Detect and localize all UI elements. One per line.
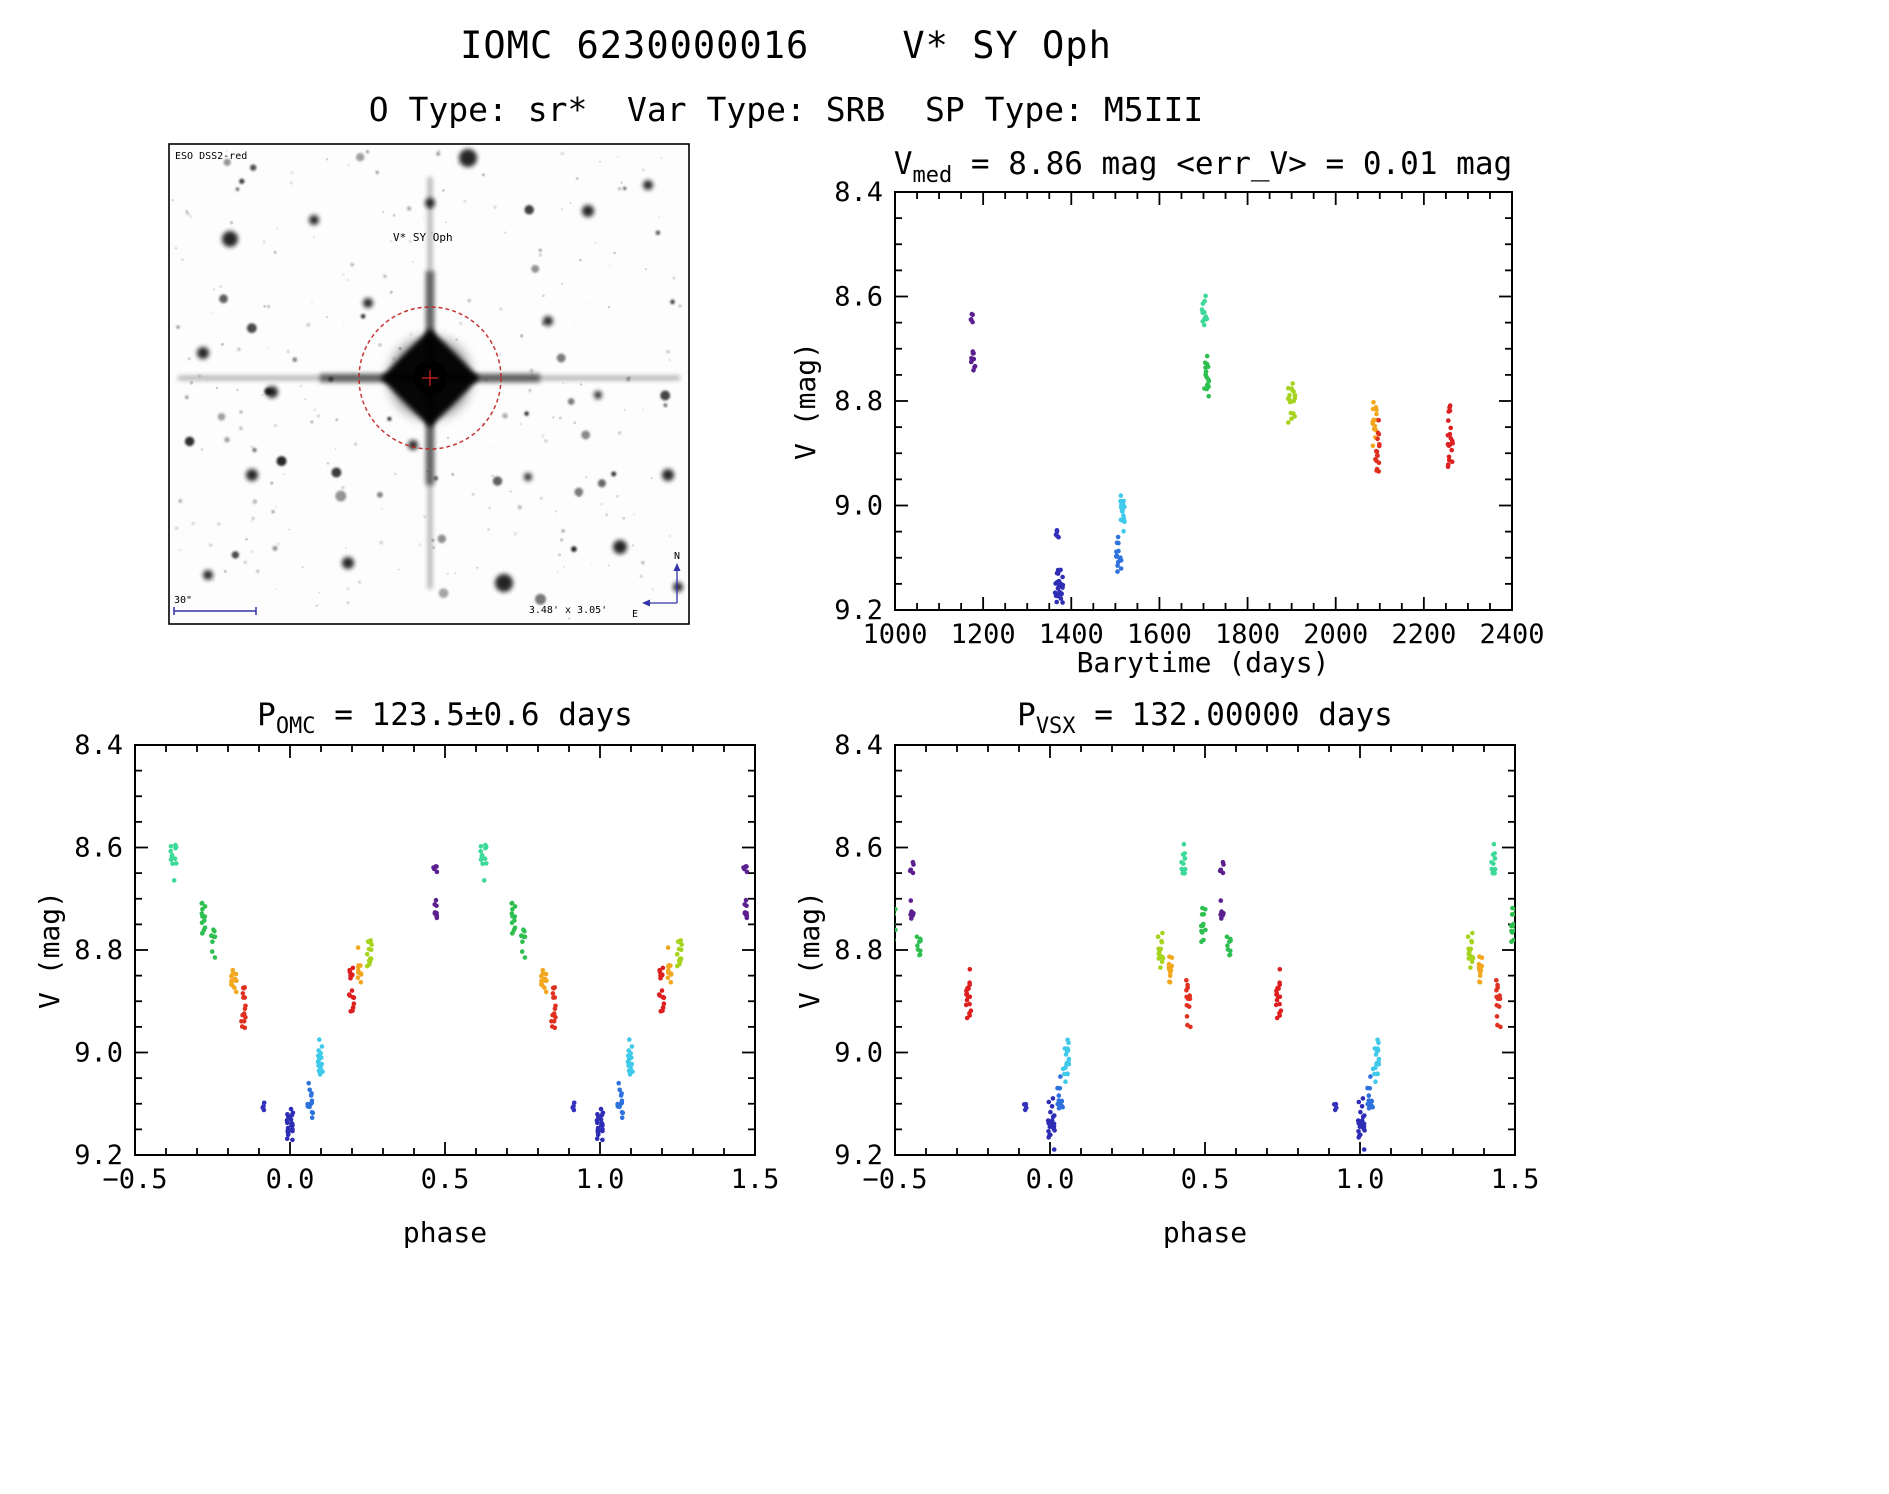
barytime-light-curve: Vmed = 8.86 mag <err_V> = 0.01 mag Baryt… (789, 146, 1545, 679)
svg-text:1.5: 1.5 (1491, 1164, 1540, 1195)
svg-text:9.2: 9.2 (834, 1140, 883, 1171)
svg-text:1.5: 1.5 (731, 1164, 780, 1195)
finder-border (168, 143, 690, 625)
svg-text:8.4: 8.4 (74, 730, 123, 761)
svg-text:9.0: 9.0 (74, 1038, 123, 1069)
svg-text:9.0: 9.0 (834, 1038, 883, 1069)
svg-text:8.8: 8.8 (834, 386, 883, 417)
omc-phase-curve: POMC = 123.5±0.6 days phase V (mag) −0.5… (33, 697, 779, 1249)
svg-text:8.8: 8.8 (74, 935, 123, 966)
svg-text:9.2: 9.2 (74, 1140, 123, 1171)
svg-text:2200: 2200 (1391, 619, 1456, 650)
data-points-layer (968, 293, 1455, 605)
svg-text:8.8: 8.8 (834, 935, 883, 966)
target-label: V* SY Oph (393, 231, 453, 244)
svg-text:1800: 1800 (1215, 619, 1280, 650)
svg-text:8.6: 8.6 (74, 833, 123, 864)
vsx-plot-title: PVSX = 132.00000 days (1017, 697, 1393, 739)
barytime-xaxis-label: Barytime (days) (1077, 646, 1330, 679)
barytime-yaxis-label: V (mag) (789, 342, 822, 460)
target-annotations: V* SY Oph (358, 231, 502, 450)
data-points-layer (895, 841, 1515, 1152)
axes-layer: 1000 1200 1400 1600 1800 2000 2200 2400 8.4 8.6 8.… (834, 177, 1544, 650)
svg-text:8.4: 8.4 (834, 177, 883, 208)
svg-text:0.0: 0.0 (1026, 1164, 1075, 1195)
svg-text:2000: 2000 (1303, 619, 1368, 650)
svg-text:−0.5: −0.5 (862, 1164, 927, 1195)
svg-text:8.6: 8.6 (834, 282, 883, 313)
svg-text:8.4: 8.4 (834, 730, 883, 761)
svg-text:8.6: 8.6 (834, 833, 883, 864)
svg-text:1.0: 1.0 (576, 1164, 625, 1195)
omc-xaxis-label: phase (403, 1216, 487, 1249)
data-points-layer (168, 842, 750, 1143)
omc-yaxis-label: V (mag) (33, 891, 66, 1009)
dss2-finder-image: V* SY Oph ESO DSS2-red 30" 3.48' x 3.05'… (168, 143, 690, 625)
svg-text:−0.5: −0.5 (102, 1164, 167, 1195)
svg-text:9.0: 9.0 (834, 491, 883, 522)
page-title: IOMC 6230000016 V* SY Oph (460, 24, 1112, 67)
compass-icon: N E (632, 551, 681, 620)
axes-layer: −0.5 0.0 0.5 1.0 1.5 8.4 8.6 8.8 9.0 9.2 (74, 730, 779, 1195)
svg-text:1600: 1600 (1127, 619, 1192, 650)
svg-text:9.2: 9.2 (834, 595, 883, 626)
svg-text:2400: 2400 (1479, 619, 1544, 650)
compass-north-label: N (674, 551, 680, 562)
target-circle-annotation (358, 306, 502, 450)
vsx-xaxis-label: phase (1163, 1216, 1247, 1249)
svg-text:0.5: 0.5 (1181, 1164, 1230, 1195)
svg-text:1200: 1200 (951, 619, 1016, 650)
survey-label: ESO DSS2-red (175, 151, 247, 162)
scale-label: 30" (174, 595, 192, 606)
svg-text:1.0: 1.0 (1336, 1164, 1385, 1195)
vsx-yaxis-label: V (mag) (793, 891, 826, 1009)
svg-text:1400: 1400 (1039, 619, 1104, 650)
svg-text:1000: 1000 (862, 619, 927, 650)
svg-text:0.0: 0.0 (266, 1164, 315, 1195)
vsx-phase-curve: PVSX = 132.00000 days phase V (mag) −0.5… (793, 697, 1539, 1249)
omc-plot-title: POMC = 123.5±0.6 days (257, 697, 633, 739)
svg-text:0.5: 0.5 (421, 1164, 470, 1195)
axes-layer: −0.5 0.0 0.5 1.0 1.5 8.4 8.6 8.8 9.0 9.2 (834, 730, 1539, 1195)
barytime-plot-title: Vmed = 8.86 mag <err_V> = 0.01 mag (894, 146, 1512, 188)
fov-label: 3.48' x 3.05' (529, 605, 607, 616)
compass-east-label: E (632, 609, 638, 620)
finder-metadata: ESO DSS2-red 30" 3.48' x 3.05' N E (173, 151, 681, 620)
page-subtitle: O Type: sr* Var Type: SRB SP Type: M5III (368, 90, 1204, 129)
